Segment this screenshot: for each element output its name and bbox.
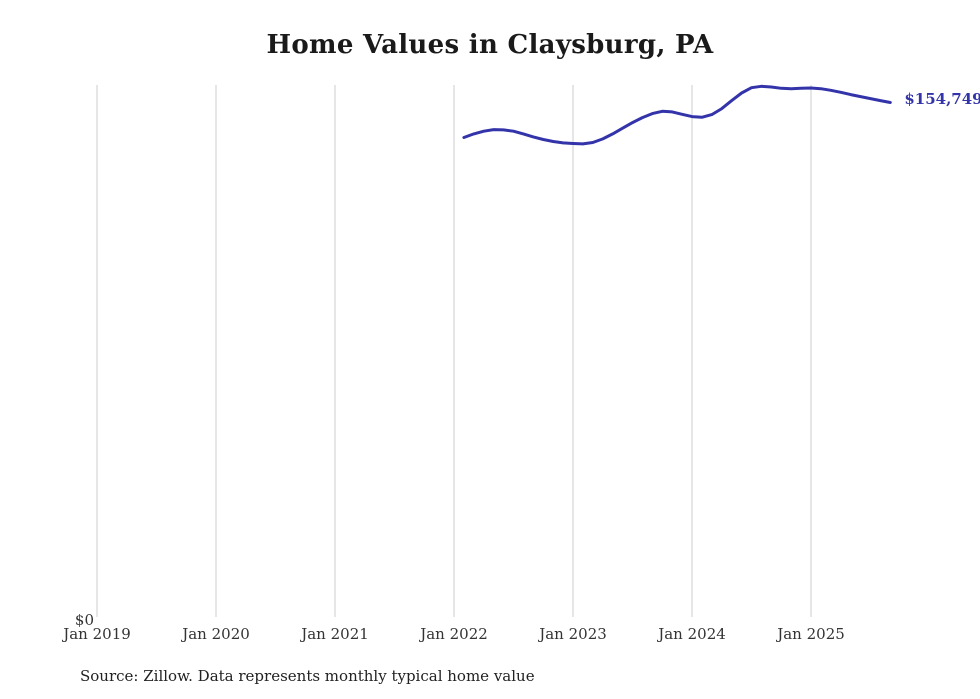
y-axis-zero-label: $0 [74, 611, 94, 629]
x-axis-tick-label: Jan 2020 [182, 625, 250, 643]
home-value-line [462, 84, 892, 146]
x-axis-tick-label: Jan 2023 [539, 625, 607, 643]
chart-title: Home Values in Claysburg, PA [266, 30, 714, 60]
x-axis-tick-label: Jan 2022 [420, 625, 488, 643]
x-axis-tick-label: Jan 2019 [63, 625, 131, 643]
x-axis-tick-label: Jan 2021 [301, 625, 369, 643]
x-axis-tick-label: Jan 2025 [777, 625, 845, 643]
latest-value-label: $154,749 [904, 90, 980, 109]
source-note: Source: Zillow. Data represents monthly … [80, 667, 535, 685]
x-axis-tick-label: Jan 2024 [658, 625, 726, 643]
